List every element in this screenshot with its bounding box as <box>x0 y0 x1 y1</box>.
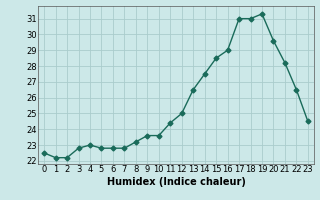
X-axis label: Humidex (Indice chaleur): Humidex (Indice chaleur) <box>107 177 245 187</box>
